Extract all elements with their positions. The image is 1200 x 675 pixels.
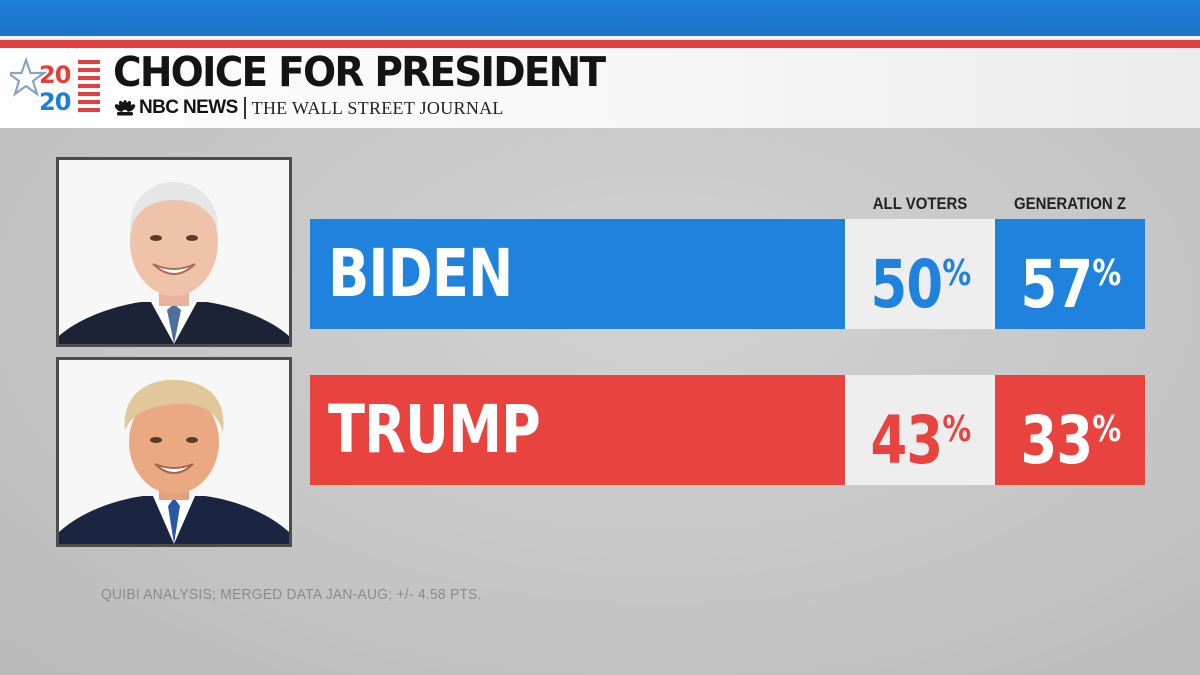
top-red-rule [0,40,1200,48]
biden-name-label: BIDEN [328,235,513,312]
biden-all-voters-percent-sign: % [941,253,971,294]
biden-photo [56,157,292,347]
trump-all-voters-number: 43 [870,402,943,479]
trump-all-voters-value: 43% [870,375,971,496]
biden-portrait-image [59,160,289,344]
trump-bar: TRUMP [310,375,845,485]
wsj-label: THE WALL STREET JOURNAL [251,97,504,118]
trump-name-label: TRUMP [328,391,541,468]
trump-generation-z-value: 33% [1020,375,1121,496]
biden-all-voters-number: 50 [870,246,943,323]
nbc-news-label: NBC NEWS [139,97,238,118]
trump-generation-z-number: 33 [1020,402,1093,479]
logo-top-text: 20 [39,61,71,89]
header-banner [0,48,1200,128]
trump-generation-z-percent-sign: % [1091,409,1121,450]
trump-all-voters-cell: 43% [845,375,995,485]
column-header-all-voters: ALL VOTERS [872,194,968,213]
biden-bar: BIDEN [310,219,845,329]
page-title: CHOICE FOR PRESIDENT [113,49,606,97]
source-divider [243,97,246,119]
trump-photo [56,357,292,547]
trump-portrait-image [59,360,289,544]
biden-all-voters-cell: 50% [845,219,995,329]
trump-all-voters-percent-sign: % [941,409,971,450]
logo-bottom-text: 20 [39,88,71,116]
election-2020-logo: 20 20 [10,56,100,116]
top-white-rule [0,36,1200,40]
top-blue-band [0,0,1200,36]
column-header-generation-z: GENERATION Z [1014,194,1126,213]
nbc-peacock-icon [114,100,136,116]
biden-generation-z-percent-sign: % [1091,253,1121,294]
biden-all-voters-value: 50% [870,219,971,340]
biden-generation-z-number: 57 [1020,246,1093,323]
source-line: NBC NEWS THE WALL STREET JOURNAL [114,96,504,120]
source-footnote: QUIBI ANALYSIS; MERGED DATA JAN-AUG; +/-… [101,586,482,603]
biden-generation-z-cell: 57% [995,219,1145,329]
trump-generation-z-cell: 33% [995,375,1145,485]
biden-generation-z-value: 57% [1020,219,1121,340]
